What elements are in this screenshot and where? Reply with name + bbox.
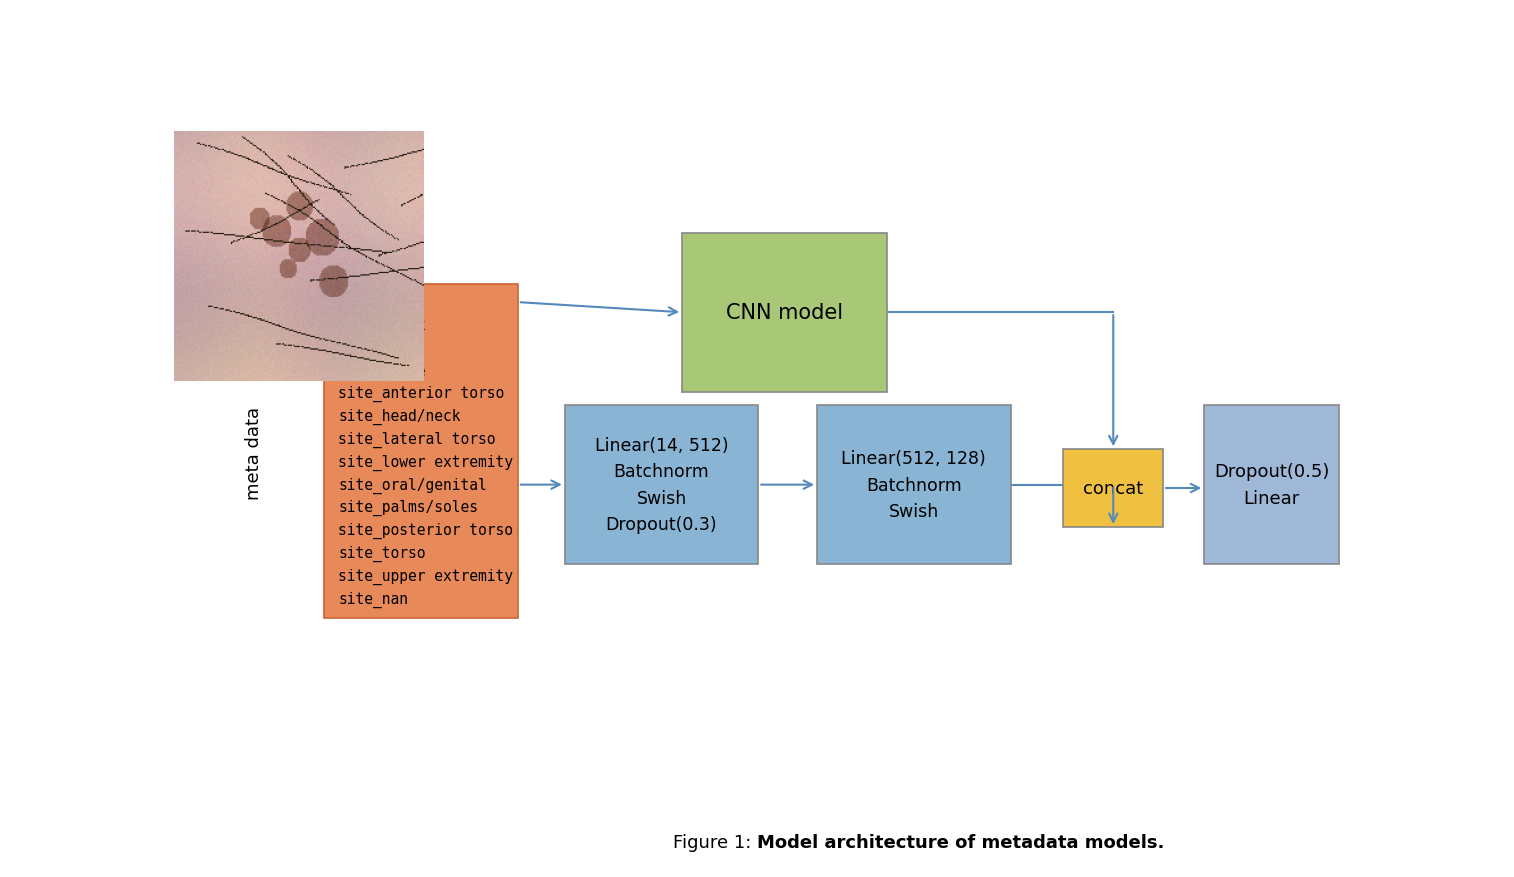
- Text: jpg image: jpg image: [245, 263, 263, 353]
- Text: CNN model: CNN model: [727, 303, 843, 323]
- Text: Dropout(0.5)
Linear: Dropout(0.5) Linear: [1214, 463, 1329, 507]
- FancyBboxPatch shape: [324, 284, 518, 618]
- FancyBboxPatch shape: [818, 406, 1011, 565]
- FancyBboxPatch shape: [565, 406, 759, 565]
- Text: Linear(512, 128)
Batchnorm
Swish: Linear(512, 128) Batchnorm Swish: [842, 450, 986, 520]
- Text: concat: concat: [1083, 480, 1143, 497]
- Text: Figure 1:: Figure 1:: [672, 833, 757, 851]
- FancyBboxPatch shape: [681, 233, 887, 392]
- Text: Model architecture of metadata models.: Model architecture of metadata models.: [757, 833, 1164, 851]
- FancyBboxPatch shape: [1063, 450, 1163, 527]
- FancyBboxPatch shape: [1204, 406, 1340, 565]
- Text: Linear(14, 512)
Batchnorm
Swish
Dropout(0.3): Linear(14, 512) Batchnorm Swish Dropout(…: [595, 437, 728, 533]
- Text: meta data: meta data: [245, 407, 263, 500]
- Text: sex
age_approx
n_images
image_size
site_anterior torso
site_head/neck
site_later: sex age_approx n_images image_size site_…: [338, 296, 513, 607]
